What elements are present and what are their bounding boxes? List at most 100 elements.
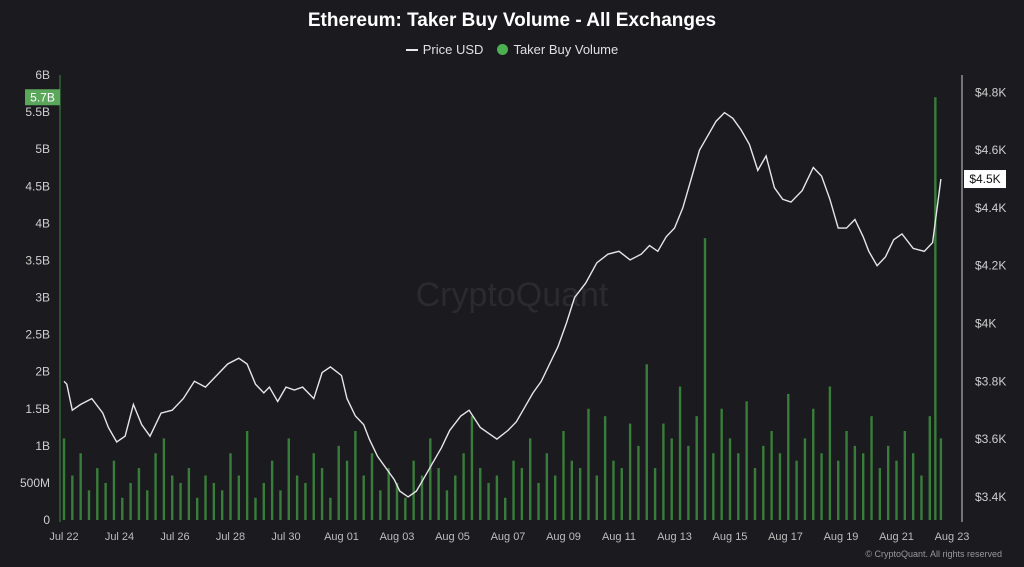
volume-bar	[137, 468, 141, 520]
volume-bar	[553, 475, 557, 520]
volume-bar	[395, 482, 399, 520]
volume-bar	[270, 460, 274, 520]
legend-dot-icon	[497, 44, 509, 55]
volume-bar	[895, 460, 898, 520]
y-left-tick-label: 4B	[35, 216, 50, 230]
legend: Price USD Taker Buy Volume	[0, 42, 1024, 57]
x-tick-label: Aug 19	[824, 531, 859, 543]
volume-bar	[320, 468, 324, 520]
volume-bar	[728, 438, 732, 520]
volume-bar	[628, 423, 632, 520]
volume-bar	[96, 468, 99, 520]
y-left-tick-label: 500M	[20, 476, 50, 490]
volume-bar	[196, 497, 199, 520]
y-left-tick-label: 1B	[35, 439, 50, 453]
x-tick-label: Aug 11	[602, 531, 636, 543]
volume-bar	[179, 482, 182, 520]
volume-bar	[304, 482, 307, 520]
volume-bar	[420, 475, 424, 520]
volume-bar	[587, 408, 590, 520]
volume-bar	[121, 497, 124, 520]
volume-bar	[862, 453, 865, 520]
volume-bar	[537, 482, 540, 520]
volume-bar	[345, 460, 349, 520]
svg-text:$4.5K: $4.5K	[969, 172, 1000, 186]
volume-bar	[795, 460, 798, 520]
volume-bar	[520, 468, 524, 520]
y-right-tick-label: $4.6K	[975, 143, 1006, 157]
volume-bar	[412, 460, 415, 520]
volume-bar	[762, 445, 765, 520]
volume-bar	[479, 468, 482, 520]
x-tick-label: Aug 17	[768, 531, 803, 543]
volume-bar	[212, 482, 216, 520]
volume-bar	[778, 453, 782, 520]
volume-bar	[529, 438, 532, 520]
x-axis: Jul 22 Jul 24 Jul 26 Jul 28 Jul 30 Aug 01 Aug …	[49, 531, 969, 543]
watermark: CryptoQuant	[416, 276, 609, 314]
volume-bar	[770, 431, 773, 520]
volume-bar	[171, 475, 174, 520]
y-left-tick-label: 0	[43, 513, 50, 527]
volume-bar	[578, 468, 582, 520]
current-price-badge: $4.5K	[964, 170, 1006, 189]
volume-bar	[487, 482, 490, 520]
volume-bar	[220, 490, 224, 520]
y-left-tick-label: 2B	[35, 365, 50, 379]
volume-bar	[337, 445, 340, 520]
y-left-tick-label: 5.5B	[25, 105, 50, 119]
volume-bar	[146, 490, 149, 520]
x-tick-label: Aug 15	[713, 531, 748, 543]
volume-bar	[753, 468, 757, 520]
volume-bar	[87, 490, 91, 520]
volume-bar	[312, 453, 315, 520]
volume-bar	[820, 453, 823, 520]
volume-bar	[254, 497, 257, 520]
x-tick-label: Aug 03	[380, 531, 415, 543]
volume-bar	[437, 468, 440, 520]
x-tick-label: Jul 26	[160, 531, 189, 543]
volume-bar	[853, 445, 857, 520]
y-left-tick-label: 3.5B	[25, 253, 50, 267]
x-tick-label: Jul 30	[271, 531, 300, 543]
y-left-tick-label: 2.5B	[25, 328, 50, 342]
volume-bar	[920, 475, 923, 520]
volume-bar	[229, 453, 232, 520]
y-left-tick-label: 6B	[35, 68, 50, 82]
volume-bar	[939, 438, 943, 520]
volume-bar	[512, 460, 515, 520]
volume-bar	[934, 97, 937, 520]
volume-bar	[695, 416, 698, 520]
legend-item-price[interactable]: Price USD	[405, 42, 483, 57]
volume-bar	[787, 393, 790, 520]
volume-bar	[745, 401, 748, 520]
volume-bar	[545, 453, 549, 520]
x-tick-label: Jul 22	[49, 531, 78, 543]
svg-text:5.7B: 5.7B	[30, 90, 55, 104]
y-right-tick-label: $4K	[975, 317, 996, 331]
legend-item-volume[interactable]: Taker Buy Volume	[497, 42, 618, 57]
volume-bar	[129, 482, 132, 520]
volume-bar	[370, 453, 374, 520]
volume-bar	[870, 416, 873, 520]
volume-bar	[803, 438, 807, 520]
volume-bar	[362, 475, 365, 520]
x-tick-label: Jul 24	[105, 531, 134, 543]
y-left-tick-label: 3B	[35, 291, 50, 305]
volume-bar	[445, 490, 449, 520]
volume-bar	[928, 416, 931, 520]
volume-bar	[154, 453, 157, 520]
volume-bar	[603, 416, 607, 520]
y-right-tick-label: $4.4K	[975, 201, 1006, 215]
volume-bar	[703, 238, 707, 520]
volume-bar	[812, 408, 815, 520]
volume-bar	[595, 475, 598, 520]
volume-bar	[845, 431, 848, 520]
x-tick-label: Aug 21	[879, 531, 914, 543]
volume-bar	[612, 460, 615, 520]
volume-bar	[187, 468, 191, 520]
x-tick-label: Aug 01	[324, 531, 359, 543]
volume-bar	[837, 460, 840, 520]
volume-bar	[562, 431, 565, 520]
